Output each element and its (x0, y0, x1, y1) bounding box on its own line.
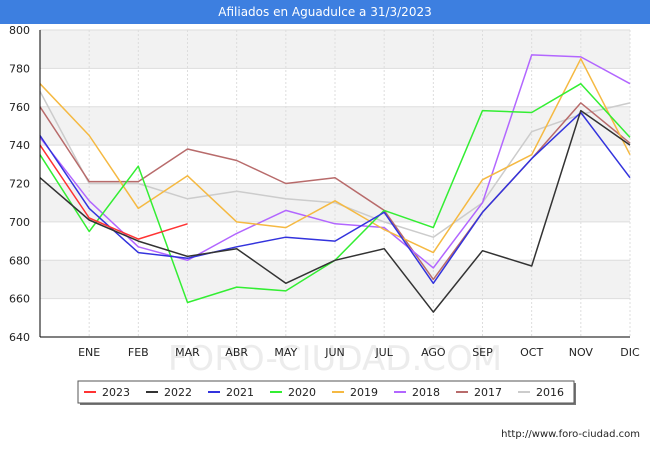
x-tick-label: OCT (520, 346, 543, 359)
watermark: FORO-CIUDAD.COM (168, 339, 502, 379)
series-line-2021 (39, 111, 631, 285)
y-tick-label: 760 (9, 101, 30, 114)
y-tick-label: 660 (9, 293, 30, 306)
series-line-2023 (39, 144, 188, 240)
legend-label-2017: 2017 (474, 386, 502, 399)
x-tick-label: MAR (175, 346, 200, 359)
x-tick-label: SEP (472, 346, 493, 359)
x-tick-label: MAY (274, 346, 297, 359)
x-tick-label: FEB (128, 346, 149, 359)
legend: 2023 2022 2021 2020 2019 2018 2017 2016 (77, 380, 576, 405)
legend-label-2021: 2021 (226, 386, 254, 399)
legend-label-2023: 2023 (102, 386, 130, 399)
x-tick-label: JUL (374, 346, 393, 359)
series-line-2022 (39, 109, 631, 313)
y-tick-label: 680 (9, 254, 30, 267)
axes (39, 30, 630, 338)
y-tick-label: 800 (9, 24, 30, 37)
x-tick-label: JUN (324, 346, 345, 359)
footer-url: http://www.foro-ciudad.com (501, 429, 640, 440)
legend-label-2020: 2020 (288, 386, 316, 399)
y-tick-label: 640 (9, 331, 30, 344)
series-line-2019 (39, 58, 631, 254)
legend-label-2018: 2018 (412, 386, 440, 399)
x-tick-label: ABR (225, 346, 248, 359)
legend-label-2022: 2022 (164, 386, 192, 399)
chart-title: Afiliados en Aguadulce a 31/3/2023 (0, 0, 650, 24)
y-tick-label: 720 (9, 178, 30, 191)
y-tick-label: 740 (9, 139, 30, 152)
x-tick-label: AGO (421, 346, 446, 359)
line-chart: FORO-CIUDAD.COM 640 660 680 700 720 740 760 780… (9, 24, 640, 405)
legend-label-2019: 2019 (350, 386, 378, 399)
series-lines (39, 54, 631, 313)
legend-box (77, 380, 575, 404)
x-tick-labels: ENE FEB MAR ABR MAY JUN JUL AGO SEP OCT NOV DIC (78, 346, 640, 359)
y-tick-label: 700 (9, 216, 30, 229)
y-tick-labels: 640 660 680 700 720 740 760 780 800 (9, 24, 30, 344)
plot-band (40, 30, 630, 69)
x-tick-label: DIC (620, 346, 640, 359)
series-line-2016 (39, 91, 631, 238)
x-tick-label: NOV (569, 346, 594, 359)
legend-label-2016: 2016 (536, 386, 564, 399)
series-line-2018 (39, 54, 631, 269)
y-tick-label: 780 (9, 62, 30, 75)
x-tick-label: ENE (78, 346, 100, 359)
